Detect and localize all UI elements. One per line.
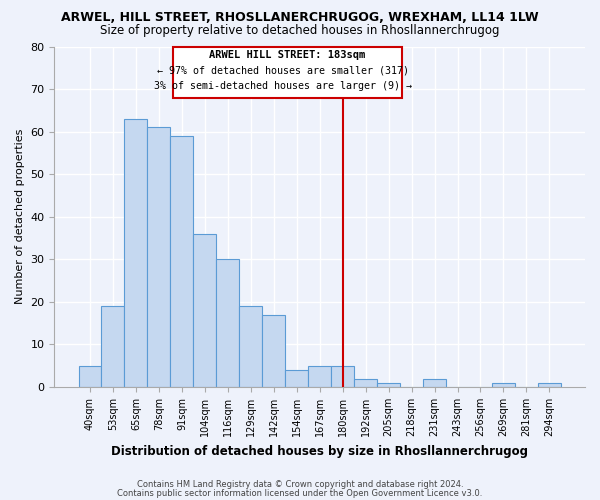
Bar [148,128,170,387]
Bar [79,366,101,387]
FancyBboxPatch shape [173,46,403,98]
X-axis label: Distribution of detached houses by size in Rhosllannerchrugog: Distribution of detached houses by size … [111,444,528,458]
Text: Size of property relative to detached houses in Rhosllannerchrugog: Size of property relative to detached ho… [100,24,500,37]
Text: Contains public sector information licensed under the Open Government Licence v3: Contains public sector information licen… [118,489,482,498]
Bar [285,370,308,387]
Text: ARWEL, HILL STREET, RHOSLLANERCHRUGOG, WREXHAM, LL14 1LW: ARWEL, HILL STREET, RHOSLLANERCHRUGOG, W… [61,11,539,24]
Text: ← 97% of detached houses are smaller (317): ← 97% of detached houses are smaller (31… [157,66,409,76]
Bar [124,119,148,387]
Bar [239,306,262,387]
Bar [331,366,354,387]
Y-axis label: Number of detached properties: Number of detached properties [15,129,25,304]
Bar [262,314,285,387]
Bar [101,306,124,387]
Bar [492,383,515,387]
Bar [538,383,561,387]
Bar [193,234,217,387]
Bar [308,366,331,387]
Bar [354,378,377,387]
Bar [377,383,400,387]
Bar [170,136,193,387]
Text: 3% of semi-detached houses are larger (9) →: 3% of semi-detached houses are larger (9… [154,82,412,92]
Text: Contains HM Land Registry data © Crown copyright and database right 2024.: Contains HM Land Registry data © Crown c… [137,480,463,489]
Text: ARWEL HILL STREET: 183sqm: ARWEL HILL STREET: 183sqm [209,50,365,60]
Bar [423,378,446,387]
Bar [217,260,239,387]
